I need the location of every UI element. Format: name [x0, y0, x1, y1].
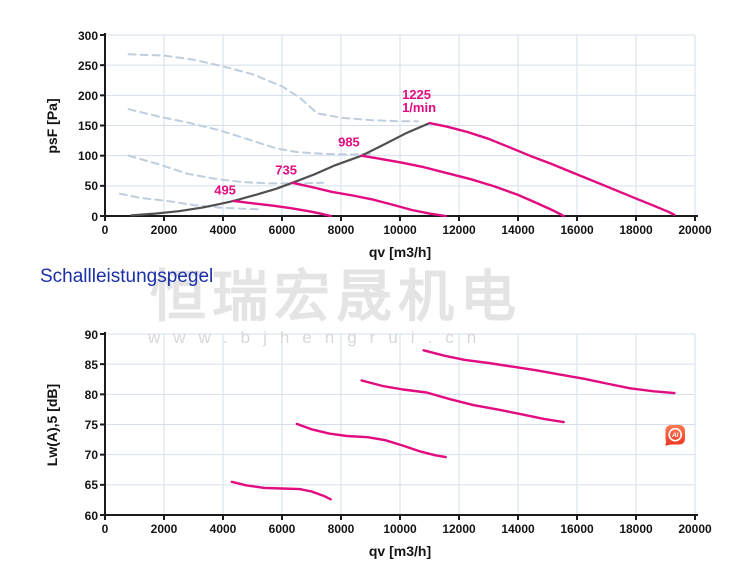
badge-ring — [668, 427, 682, 442]
curve-sound-495-1min — [230, 480, 332, 501]
curve-reference-3 — [127, 154, 325, 185]
ai-assistant-badge[interactable]: AI — [664, 424, 686, 446]
curve-fan-735-1min — [291, 181, 447, 218]
curve-fan-1225-1min — [428, 121, 676, 216]
badge-label: AI — [671, 432, 679, 439]
curve-reference-4 — [118, 192, 263, 211]
curve-limit-curve — [130, 122, 431, 217]
curve-sound-1225-1min — [422, 349, 676, 395]
curve-reference-1 — [127, 53, 419, 123]
ai-bubble-icon: AI — [665, 425, 685, 446]
section-title-sound-power: Schallleistungspegel — [40, 266, 214, 287]
bubble-body — [665, 425, 685, 445]
watermark-url-text: www.bjhengrui.cn — [148, 328, 490, 347]
curve-sound-985-1min — [360, 379, 565, 424]
curve-fan-495-1min — [232, 199, 332, 218]
curve-sound-735-1min — [295, 422, 447, 459]
curve-reference-2 — [127, 108, 372, 156]
watermark-company-text: 恒瑞宏晟机电 — [150, 265, 522, 328]
curve-fan-985-1min — [360, 154, 565, 218]
